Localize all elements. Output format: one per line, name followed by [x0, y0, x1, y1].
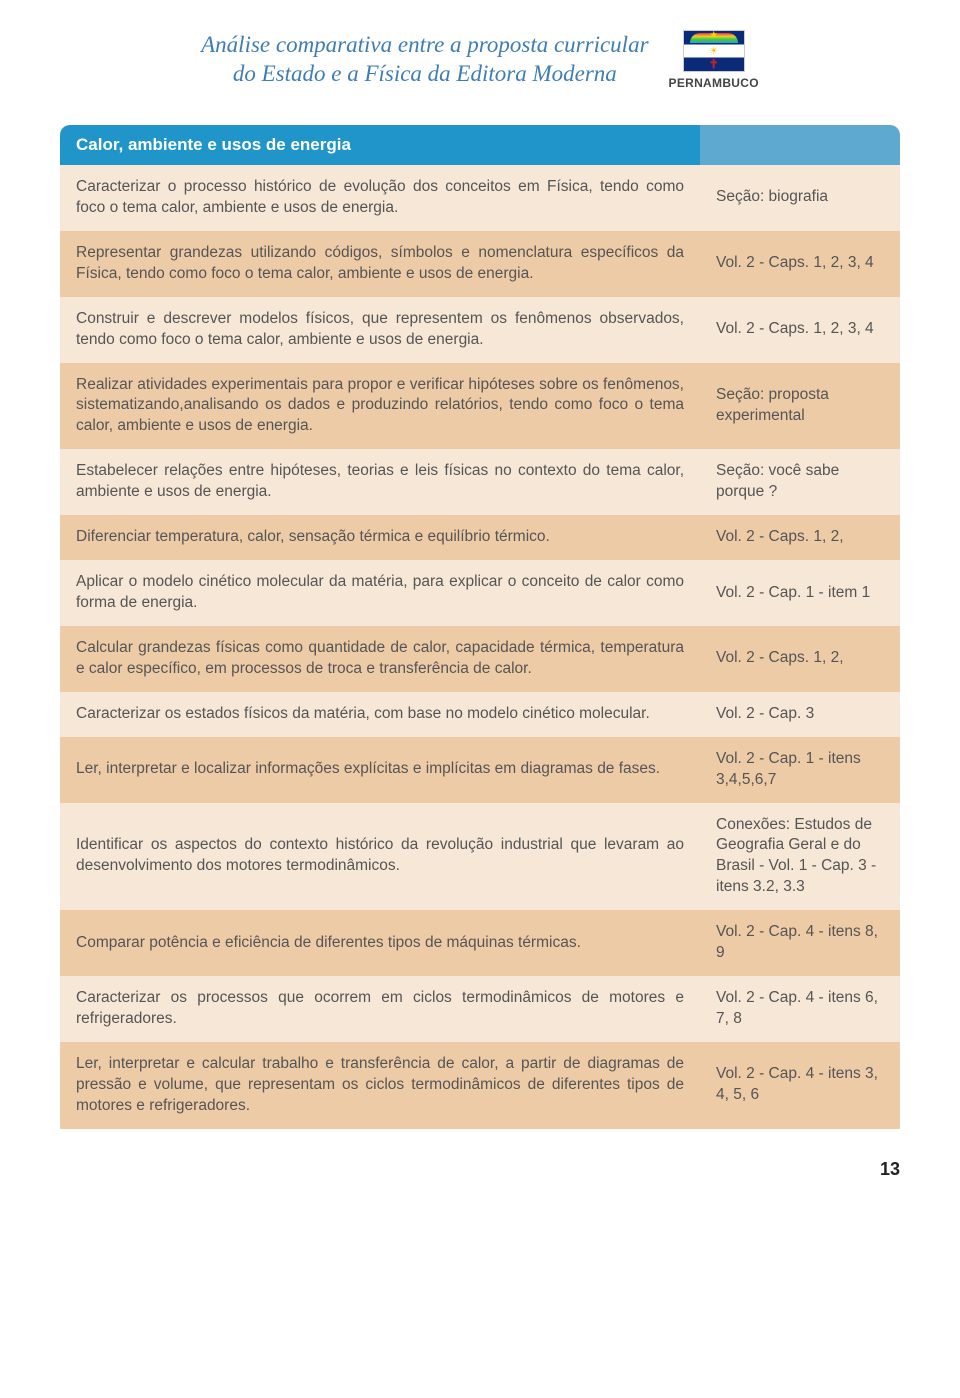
- table-row: Identificar os aspectos do contexto hist…: [60, 803, 900, 911]
- section-header-right: [700, 125, 900, 165]
- table-row: Construir e descrever modelos físicos, q…: [60, 297, 900, 363]
- table-row: Estabelecer relações entre hipóteses, te…: [60, 449, 900, 515]
- table-row: Caracterizar o processo histórico de evo…: [60, 165, 900, 231]
- row-reference: Seção: proposta experimental: [700, 363, 900, 450]
- row-description: Realizar atividades experimentais para p…: [60, 363, 700, 450]
- row-reference: Vol. 2 - Cap. 4 - itens 8, 9: [700, 910, 900, 976]
- table-row: Aplicar o modelo cinético molecular da m…: [60, 560, 900, 626]
- table-row: Calcular grandezas físicas como quantida…: [60, 626, 900, 692]
- row-reference: Seção: você sabe porque ?: [700, 449, 900, 515]
- state-label: PERNAMBUCO: [669, 76, 759, 90]
- page-header: Análise comparativa entre a proposta cur…: [60, 30, 900, 90]
- content-table: Caracterizar o processo histórico de evo…: [60, 165, 900, 1129]
- row-description: Caracterizar os processos que ocorrem em…: [60, 976, 700, 1042]
- title-line-2: do Estado e a Física da Editora Moderna: [233, 61, 617, 86]
- row-reference: Vol. 2 - Caps. 1, 2,: [700, 626, 900, 692]
- table-row: Ler, interpretar e calcular trabalho e t…: [60, 1042, 900, 1129]
- table-row: Ler, interpretar e localizar informações…: [60, 737, 900, 803]
- row-reference: Vol. 2 - Cap. 3: [700, 692, 900, 737]
- row-reference: Vol. 2 - Caps. 1, 2, 3, 4: [700, 297, 900, 363]
- row-reference: Vol. 2 - Cap. 4 - itens 3, 4, 5, 6: [700, 1042, 900, 1129]
- row-reference: Seção: biografia: [700, 165, 900, 231]
- row-reference: Conexões: Estudos de Geografia Geral e d…: [700, 803, 900, 911]
- table-body: Caracterizar o processo histórico de evo…: [60, 165, 900, 1129]
- section-header-row: Calor, ambiente e usos de energia: [60, 125, 900, 165]
- row-reference: Vol. 2 - Cap. 4 - itens 6, 7, 8: [700, 976, 900, 1042]
- table-row: Representar grandezas utilizando códigos…: [60, 231, 900, 297]
- row-description: Aplicar o modelo cinético molecular da m…: [60, 560, 700, 626]
- row-description: Identificar os aspectos do contexto hist…: [60, 803, 700, 911]
- state-flag-block: ★ ☀ ✝ PERNAMBUCO: [669, 30, 759, 90]
- pernambuco-flag-icon: ★ ☀ ✝: [683, 30, 745, 72]
- row-description: Construir e descrever modelos físicos, q…: [60, 297, 700, 363]
- table-row: Comparar potência e eficiência de difere…: [60, 910, 900, 976]
- page-number: 13: [60, 1159, 900, 1180]
- row-description: Caracterizar o processo histórico de evo…: [60, 165, 700, 231]
- row-description: Ler, interpretar e localizar informações…: [60, 737, 700, 803]
- row-description: Ler, interpretar e calcular trabalho e t…: [60, 1042, 700, 1129]
- row-description: Comparar potência e eficiência de difere…: [60, 910, 700, 976]
- table-row: Caracterizar os processos que ocorrem em…: [60, 976, 900, 1042]
- page-title-script: Análise comparativa entre a proposta cur…: [201, 31, 648, 89]
- row-description: Caracterizar os estados físicos da matér…: [60, 692, 700, 737]
- section-title: Calor, ambiente e usos de energia: [60, 125, 700, 165]
- row-description: Representar grandezas utilizando códigos…: [60, 231, 700, 297]
- row-reference: Vol. 2 - Caps. 1, 2,: [700, 515, 900, 560]
- table-row: Caracterizar os estados físicos da matér…: [60, 692, 900, 737]
- row-reference: Vol. 2 - Cap. 1 - item 1: [700, 560, 900, 626]
- title-line-1: Análise comparativa entre a proposta cur…: [201, 32, 648, 57]
- table-row: Diferenciar temperatura, calor, sensação…: [60, 515, 900, 560]
- row-description: Calcular grandezas físicas como quantida…: [60, 626, 700, 692]
- row-reference: Vol. 2 - Caps. 1, 2, 3, 4: [700, 231, 900, 297]
- row-description: Diferenciar temperatura, calor, sensação…: [60, 515, 700, 560]
- table-row: Realizar atividades experimentais para p…: [60, 363, 900, 450]
- row-description: Estabelecer relações entre hipóteses, te…: [60, 449, 700, 515]
- row-reference: Vol. 2 - Cap. 1 - itens 3,4,5,6,7: [700, 737, 900, 803]
